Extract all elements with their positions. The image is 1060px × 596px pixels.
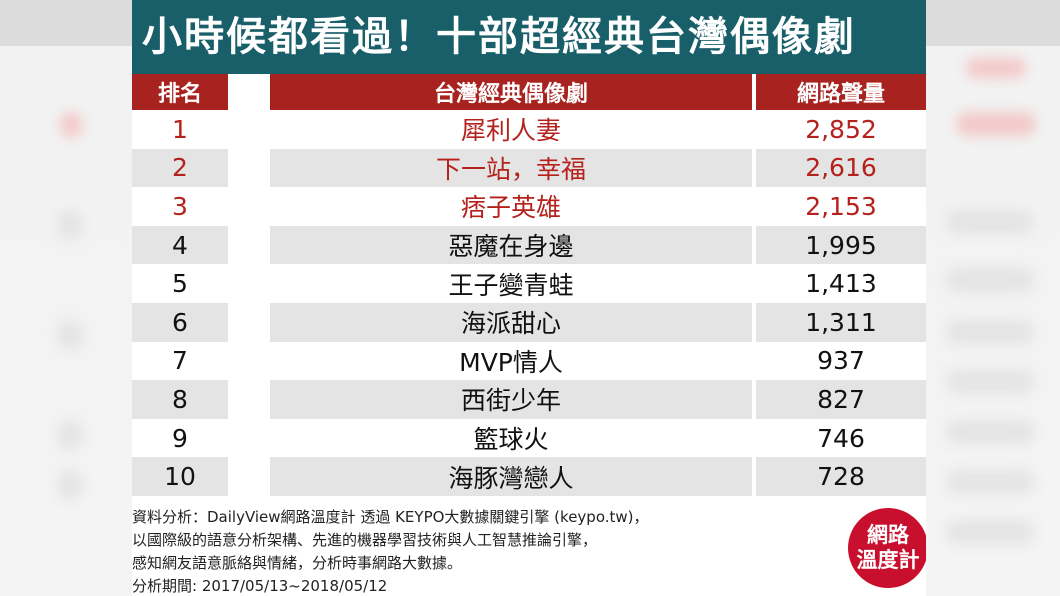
score-cell: 827 (756, 380, 926, 419)
drama-cell: 犀利人妻 (460, 116, 561, 146)
source-line: 資料分析：DailyView網路溫度計 透過 KEYPO大數據關鍵引擎 (key… (132, 508, 649, 526)
table-row: 4 惡魔在身邊 1,995 (132, 225, 926, 265)
score-cell: 728 (756, 457, 926, 496)
page-title: 小時候都看過！十部超經典台灣偶像劇 (132, 0, 926, 74)
drama-cell: 惡魔在身邊 (270, 225, 752, 265)
rank-cell: 5 (172, 269, 188, 299)
table-row: 9 籃球火 746 (132, 419, 926, 458)
score-cell: 937 (817, 346, 865, 376)
table-row: 1 犀利人妻 2,852 (132, 110, 926, 149)
score-cell: 746 (817, 423, 865, 453)
logo-text: 網路 (867, 523, 909, 547)
drama-cell: 海豚灣戀人 (270, 457, 752, 496)
rank-cell: 4 (132, 225, 228, 265)
blurred-shape (966, 58, 1026, 78)
rank-cell: 3 (172, 191, 188, 221)
ranking-table: 排名 台灣經典偶像劇 網路聲量 1 犀利人妻 2,852 2 下一站，幸福 2,… (132, 74, 926, 496)
table-row: 7 MVP情人 937 (132, 342, 926, 381)
drama-cell: 西街少年 (270, 380, 752, 419)
drama-cell: 海派甜心 (270, 302, 752, 342)
rank-cell: 10 (132, 457, 228, 496)
score-cell: 2,153 (805, 191, 877, 221)
score-cell: 1,413 (805, 269, 877, 299)
rank-cell: 8 (132, 380, 228, 419)
dailyview-logo: 網路 溫度計 (848, 508, 926, 588)
blurred-shape (60, 112, 82, 138)
table-row: 2 下一站，幸福 2,616 (132, 148, 926, 188)
table-row: 8 西街少年 827 (132, 380, 926, 419)
score-cell: 2,616 (756, 148, 926, 188)
ranking-infographic: 小時候都看過！十部超經典台灣偶像劇 排名 台灣經典偶像劇 網路聲量 1 犀利人妻… (132, 0, 926, 596)
drama-cell: 痞子英雄 (460, 193, 561, 223)
blurred-shape (58, 470, 82, 500)
header-rank: 排名 (132, 74, 228, 110)
table-row: 3 痞子英雄 2,153 (132, 187, 926, 226)
table-row: 5 王子變青蛙 1,413 (132, 264, 926, 303)
source-line: 以國際級的語意分析架構、先進的機器學習技術與人工智慧推論引擎， (132, 531, 598, 549)
blurred-background-left (0, 0, 132, 596)
blurred-shape (946, 470, 1034, 494)
rank-cell: 7 (172, 346, 188, 376)
blurred-shape (946, 520, 1034, 544)
blurred-shape (946, 210, 1034, 234)
header-score: 網路聲量 (756, 74, 926, 110)
analysis-period: 分析期間: 2017/05/13~2018/05/12 (132, 577, 388, 595)
header-drama: 台灣經典偶像劇 (270, 74, 752, 110)
rank-cell: 2 (132, 148, 228, 188)
score-cell: 1,311 (756, 302, 926, 342)
drama-cell: MVP情人 (459, 347, 563, 377)
table-header-row: 排名 台灣經典偶像劇 網路聲量 (132, 74, 926, 110)
rank-cell: 6 (132, 302, 228, 342)
table-row: 6 海派甜心 1,311 (132, 302, 926, 342)
blurred-shape (956, 112, 1036, 136)
rank-cell: 9 (172, 423, 188, 453)
blurred-shape (946, 370, 1034, 394)
rank-cell: 1 (172, 114, 188, 144)
blurred-background-right (926, 0, 1060, 596)
blurred-shape (58, 210, 82, 240)
blurred-shape (946, 420, 1034, 444)
drama-cell: 下一站，幸福 (270, 148, 752, 188)
source-note: 資料分析：DailyView網路溫度計 透過 KEYPO大數據關鍵引擎 (key… (132, 506, 772, 596)
blurred-shape (946, 320, 1034, 344)
drama-cell: 籃球火 (473, 425, 549, 455)
table-row: 10 海豚灣戀人 728 (132, 457, 926, 496)
logo-text: 溫度計 (856, 548, 920, 572)
source-line: 感知網友語意脈絡與情緒，分析時事網路大數據。 (132, 554, 463, 572)
drama-cell: 王子變青蛙 (448, 270, 574, 300)
blurred-shape (946, 268, 1034, 292)
blurred-shape (58, 320, 82, 350)
score-cell: 2,852 (805, 114, 877, 144)
blurred-shape (58, 420, 82, 450)
score-cell: 1,995 (756, 225, 926, 265)
